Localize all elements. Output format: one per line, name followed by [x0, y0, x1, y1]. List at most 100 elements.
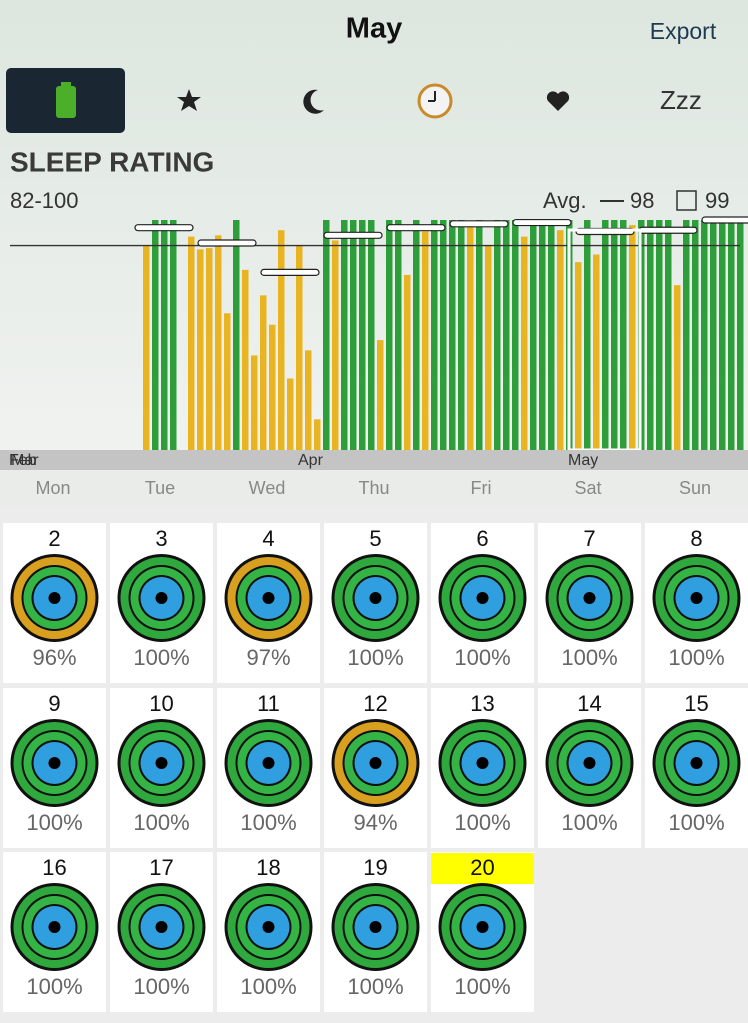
bar	[314, 419, 321, 450]
bar	[512, 220, 519, 450]
bar	[323, 220, 330, 450]
bar	[143, 245, 150, 450]
month-label: Mar	[11, 452, 39, 469]
day-number: 10	[149, 691, 173, 716]
avg-label: Avg.	[543, 188, 587, 213]
ring-center	[583, 592, 596, 604]
bar	[305, 350, 312, 450]
weekday-label: Sat	[574, 478, 601, 498]
bar	[215, 235, 222, 450]
best-legend-box	[676, 190, 697, 211]
bar	[368, 220, 375, 450]
tab-zzz[interactable]: Zzz	[660, 85, 702, 115]
bar	[395, 220, 402, 450]
day-rating: 97%	[246, 645, 290, 670]
day-rating: 100%	[240, 810, 296, 835]
ring-center	[476, 757, 489, 769]
day-rating: 100%	[668, 645, 724, 670]
day-rating: 100%	[454, 810, 510, 835]
bar	[602, 220, 609, 450]
bar	[728, 220, 735, 450]
week-average-marker	[701, 216, 748, 224]
bar	[719, 220, 726, 450]
bar	[224, 313, 231, 450]
day-number: 8	[690, 526, 702, 551]
avg-value: 98	[630, 188, 654, 213]
bar	[620, 220, 627, 450]
day-number: 7	[583, 526, 595, 551]
section-title: SLEEP RATING	[10, 146, 214, 177]
bar	[359, 220, 366, 450]
bar	[692, 220, 699, 450]
ring-center	[262, 921, 275, 933]
calendar: 2 96% 3 100% 4 97% 5 100% 6 100% 7 100% 8 100% 9 100% 10…	[3, 523, 748, 1012]
bar	[503, 220, 510, 450]
ring-center	[262, 592, 275, 604]
day-number: 4	[262, 526, 274, 551]
tab-heart[interactable]	[546, 91, 570, 111]
tab-moon[interactable]	[303, 89, 324, 114]
bar	[206, 248, 213, 450]
export-button[interactable]: Export	[650, 18, 717, 44]
day-rating: 100%	[133, 974, 189, 999]
bar	[476, 220, 483, 450]
tab-star[interactable]	[177, 89, 201, 111]
day-rating: 100%	[133, 645, 189, 670]
bar	[629, 225, 636, 450]
weekday-label: Fri	[471, 478, 492, 498]
week-average-marker	[638, 226, 698, 234]
ring-center	[690, 757, 703, 769]
ring-center	[476, 921, 489, 933]
range-label: 82-100	[10, 188, 79, 213]
ring-center	[262, 757, 275, 769]
day-number: 5	[369, 526, 381, 551]
day-rating: 100%	[561, 645, 617, 670]
day-number: 13	[470, 691, 494, 716]
ring-center	[369, 757, 382, 769]
battery-cap	[61, 82, 71, 87]
day-number: 17	[149, 855, 173, 880]
ring-center	[48, 757, 61, 769]
bar	[287, 378, 294, 450]
day-number: 9	[48, 691, 60, 716]
week-average-marker	[260, 268, 320, 276]
bar	[413, 220, 420, 450]
bar	[422, 231, 429, 450]
bar	[584, 220, 591, 450]
ring-center	[48, 592, 61, 604]
week-average-marker	[134, 224, 194, 232]
ring-center	[476, 592, 489, 604]
bar	[539, 220, 546, 450]
bar	[404, 274, 411, 450]
ring-center	[369, 592, 382, 604]
ring-center	[583, 757, 596, 769]
day-rating: 100%	[347, 974, 403, 999]
day-number: 6	[476, 526, 488, 551]
day-rating: 100%	[133, 810, 189, 835]
bar	[737, 220, 744, 450]
bar	[278, 230, 285, 450]
weekday-label: Thu	[358, 478, 389, 498]
day-rating: 100%	[347, 645, 403, 670]
day-number: 15	[684, 691, 708, 716]
bar	[341, 220, 348, 450]
week-average-marker	[449, 220, 509, 228]
day-number: 12	[363, 691, 387, 716]
bar	[152, 220, 159, 450]
day-number: 19	[363, 855, 387, 880]
month-label: Feb	[9, 452, 37, 469]
best-value: 99	[705, 188, 729, 213]
weekday-label: Sun	[679, 478, 711, 498]
month-label: Apr	[298, 452, 324, 469]
bar	[449, 220, 456, 450]
ring-center	[369, 921, 382, 933]
week-average-marker	[512, 218, 572, 227]
month-axis	[0, 450, 748, 470]
clock-hands	[428, 91, 436, 102]
day-number: 2	[48, 526, 60, 551]
bar	[458, 220, 465, 450]
bar	[431, 220, 438, 450]
bar	[197, 249, 204, 450]
bar	[386, 220, 393, 450]
